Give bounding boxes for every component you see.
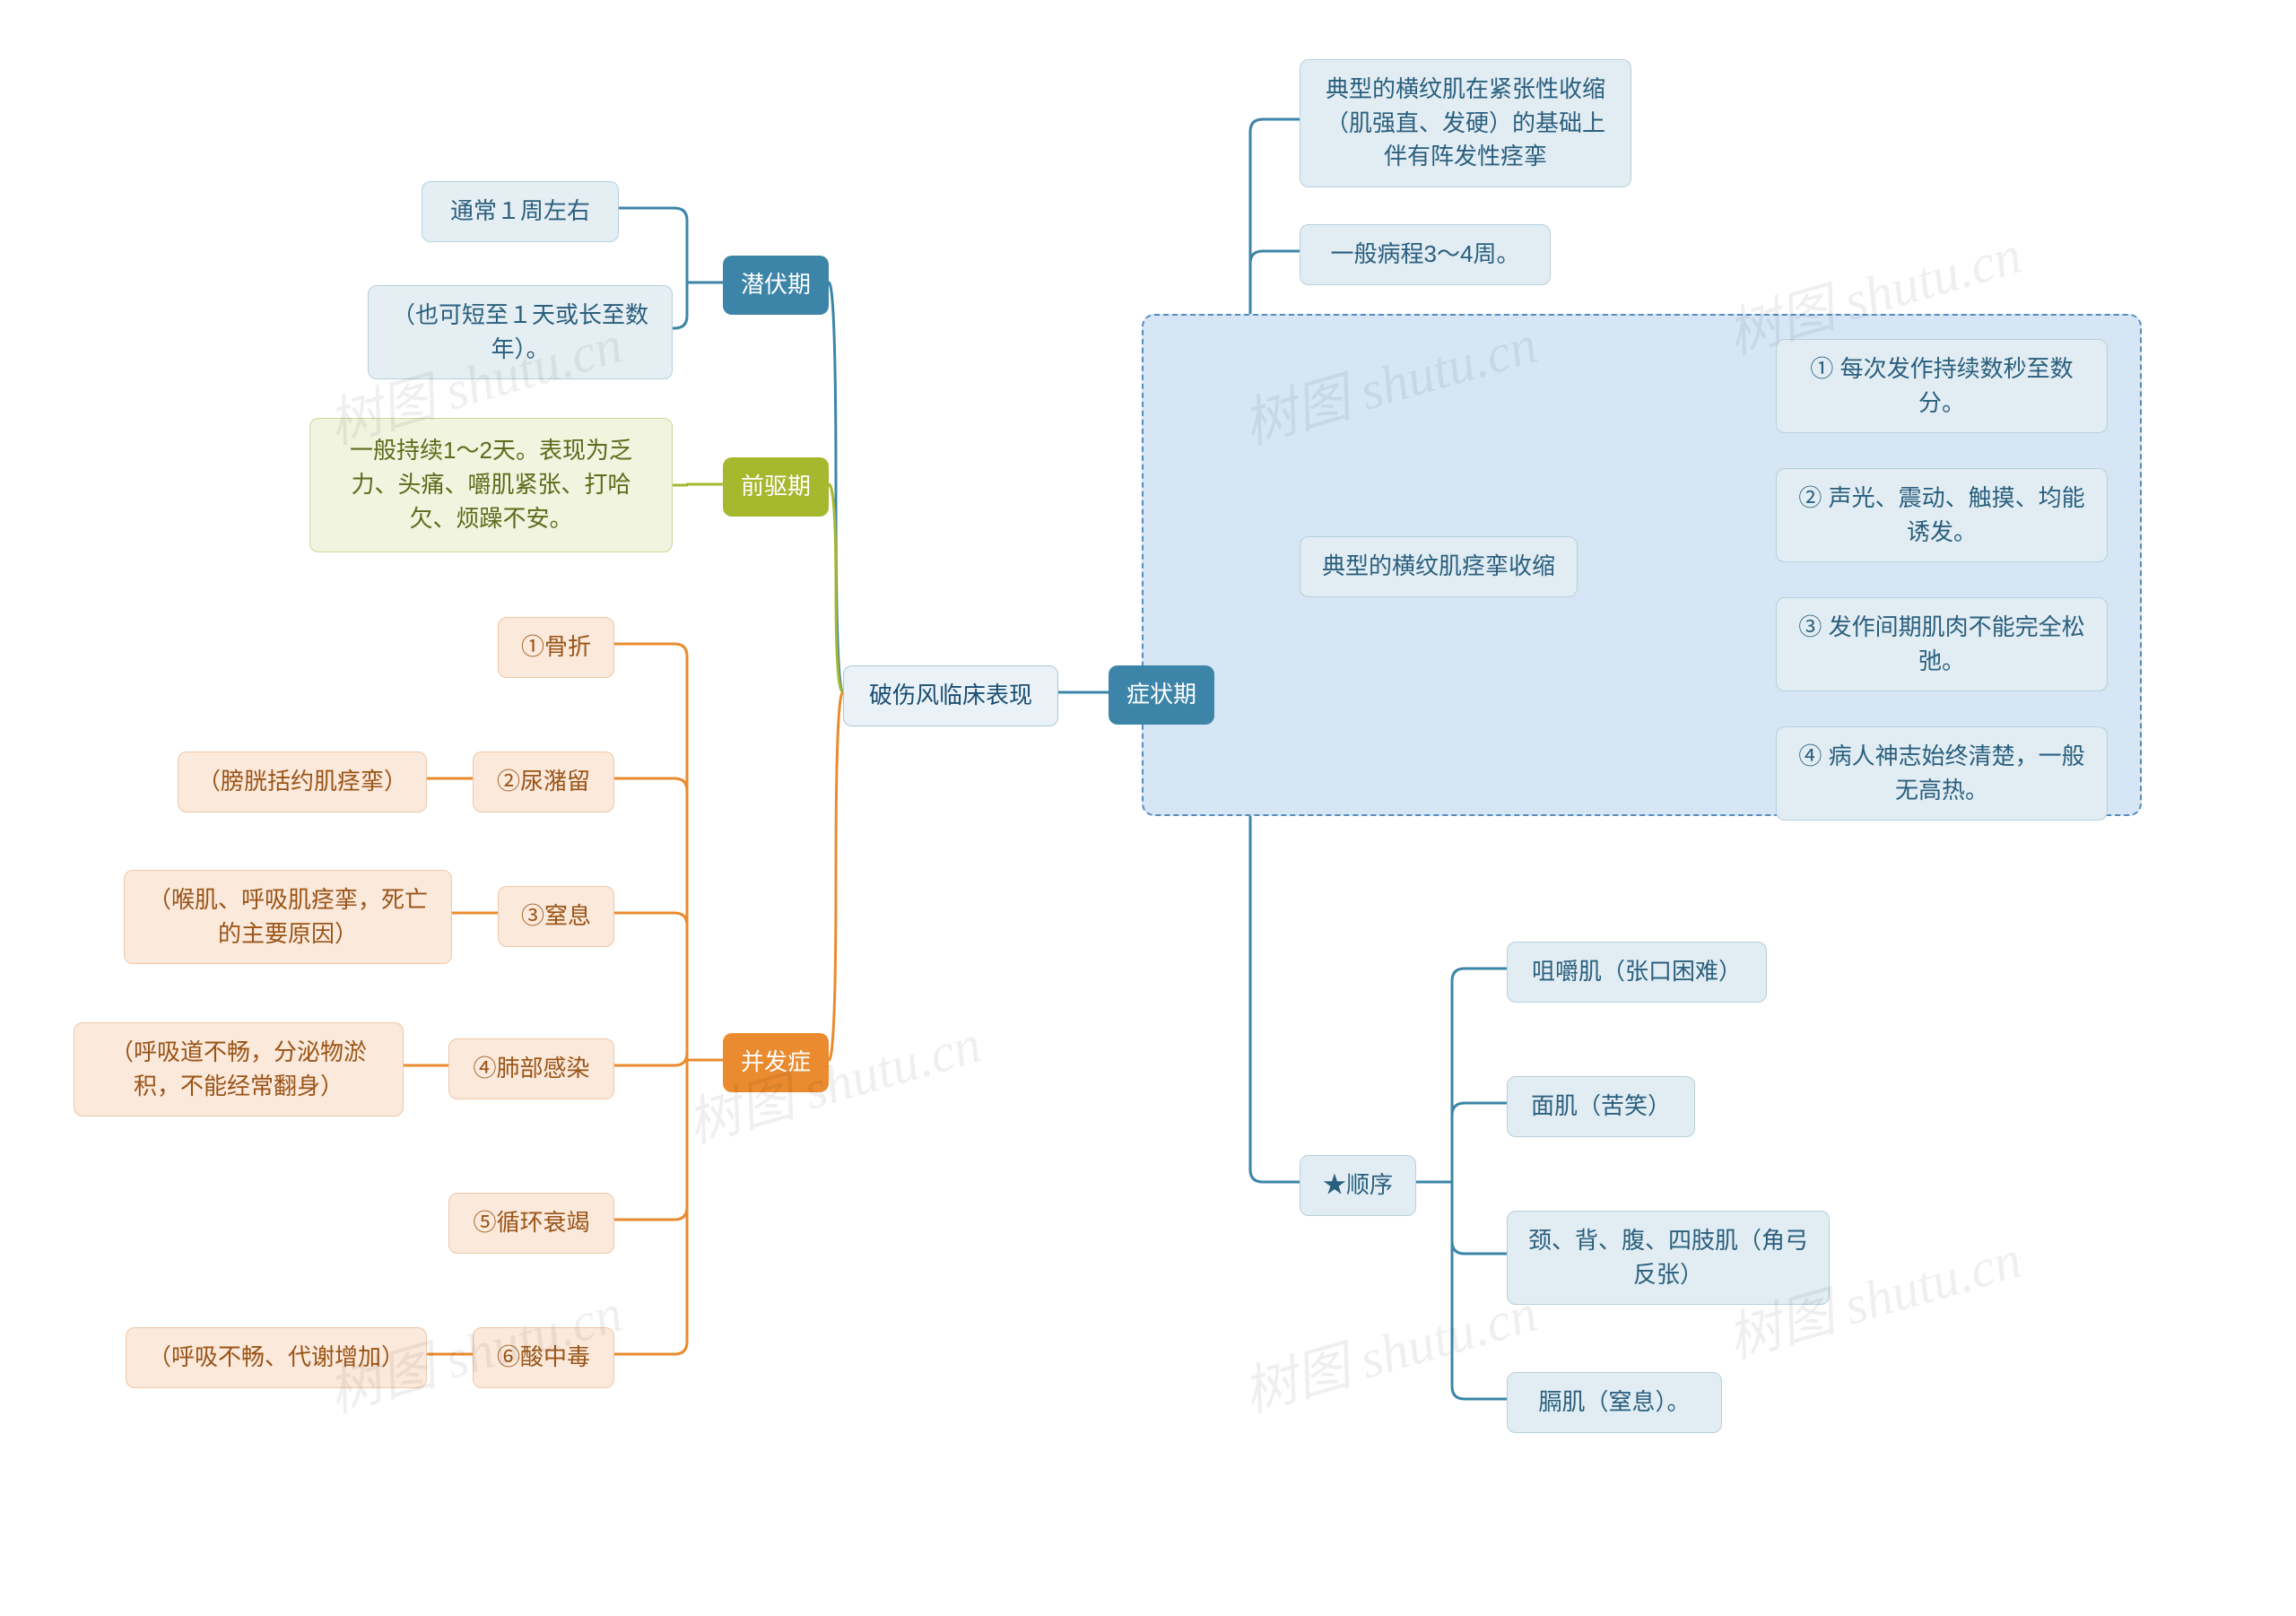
node-b4c4c: 颈、背、腹、四肢肌（角弓反张） <box>1507 1211 1830 1305</box>
node-b3: 并发症 <box>723 1033 829 1092</box>
node-b4c3a: ① 每次发作持续数秒至数分。 <box>1776 339 2108 433</box>
node-b2: 前驱期 <box>723 457 829 517</box>
node-b4c3c: ③ 发作间期肌肉不能完全松弛。 <box>1776 597 2108 691</box>
node-b3c6: ⑥酸中毒 <box>473 1327 614 1388</box>
node-b3c2: ②尿潴留 <box>473 752 614 812</box>
node-b4c2: 一般病程3～4周。 <box>1300 224 1551 285</box>
node-b4c4: ★顺序 <box>1300 1155 1416 1216</box>
node-b3c3: ③窒息 <box>498 886 614 947</box>
node-b1: 潜伏期 <box>723 256 829 315</box>
node-b3c6a: （呼吸不畅、代谢增加） <box>126 1327 427 1388</box>
node-b2c1: 一般持续1～2天。表现为乏力、头痛、嚼肌紧张、打哈欠、烦躁不安。 <box>309 418 673 552</box>
node-b3c3a: （喉肌、呼吸肌痉挛，死亡的主要原因） <box>124 870 452 964</box>
node-b3c2a: （膀胱括约肌痉挛） <box>178 752 427 812</box>
node-b4c3: 典型的横纹肌痉挛收缩 <box>1300 536 1578 597</box>
node-b4c4a: 咀嚼肌（张口困难） <box>1507 942 1767 1003</box>
node-b3c4: ④肺部感染 <box>448 1038 614 1099</box>
watermark: 树图 shutu.cn <box>1233 1269 1545 1427</box>
node-b1c2: （也可短至１天或长至数年）。 <box>368 285 673 379</box>
node-b3c1: ①骨折 <box>498 617 614 678</box>
node-b1c1: 通常１周左右 <box>422 181 619 242</box>
node-b4c3b: ② 声光、震动、触摸、均能诱发。 <box>1776 468 2108 562</box>
node-b4c1: 典型的横纹肌在紧张性收缩（肌强直、发硬）的基础上伴有阵发性痉挛 <box>1300 59 1631 187</box>
node-b3c4a: （呼吸道不畅，分泌物淤积，不能经常翻身） <box>74 1022 404 1116</box>
node-root: 破伤风临床表现 <box>843 665 1058 726</box>
node-b4c4b: 面肌（苦笑） <box>1507 1076 1695 1137</box>
node-b4c3d: ④ 病人神志始终清楚，一般无高热。 <box>1776 726 2108 821</box>
node-b4: 症状期 <box>1109 665 1214 725</box>
node-b3c5: ⑤循环衰竭 <box>448 1193 614 1254</box>
node-b4c4d: 膈肌（窒息）。 <box>1507 1372 1722 1433</box>
